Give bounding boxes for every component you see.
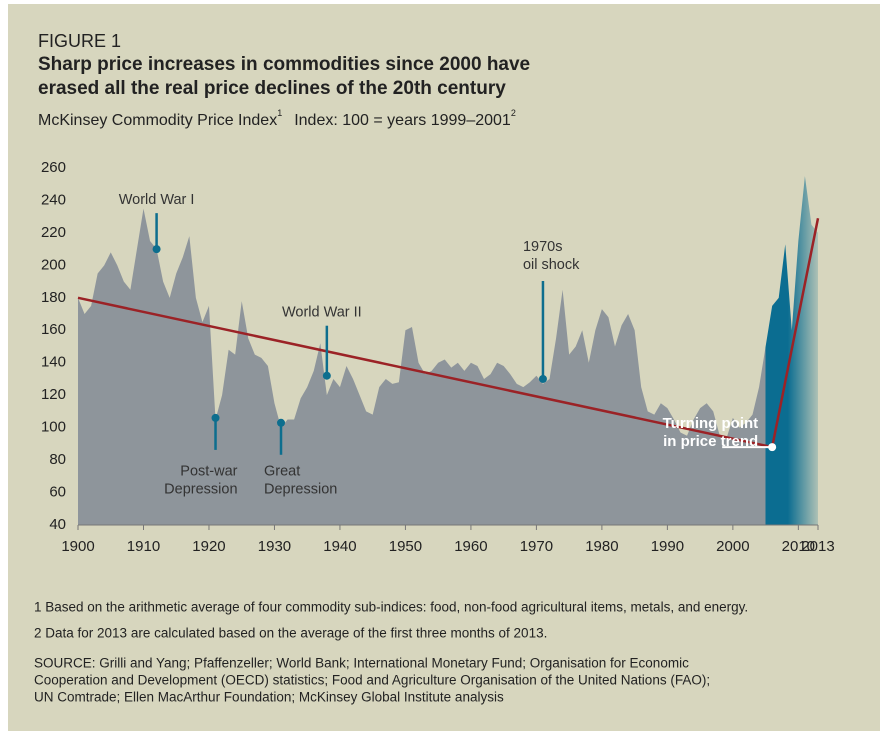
area bbox=[78, 176, 818, 525]
annotation-point bbox=[768, 443, 777, 452]
title-line: Sharp price increases in commodities sin… bbox=[38, 54, 530, 75]
footnote: 2 Data for 2013 are calculated based on … bbox=[34, 626, 547, 641]
annotation-label: World War II bbox=[282, 305, 362, 321]
annotation-point bbox=[152, 245, 161, 254]
annotation-label: 1970s bbox=[523, 239, 563, 255]
subtitle: McKinsey Commodity Price Index1 Index: 10… bbox=[38, 108, 516, 129]
x-tick-label: 1950 bbox=[389, 538, 422, 555]
y-tick-label: 220 bbox=[41, 224, 66, 241]
x-tick-label: 1970 bbox=[520, 538, 553, 555]
subtitle-part: McKinsey Commodity Price Index bbox=[38, 112, 277, 129]
source-line: UN Comtrade; Ellen MacArthur Foundation;… bbox=[34, 690, 504, 705]
x-tick-label: 1930 bbox=[258, 538, 291, 555]
x-tick-label: 2013 bbox=[801, 538, 834, 555]
annotation-point bbox=[277, 418, 286, 427]
annotation-label: Turning point bbox=[663, 415, 759, 432]
y-tick-label: 100 bbox=[41, 419, 66, 436]
y-tick-label: 40 bbox=[49, 516, 66, 533]
y-tick-label: 180 bbox=[41, 289, 66, 306]
x-tick-label: 1960 bbox=[454, 538, 487, 555]
footnote: 1 Based on the arithmetic average of fou… bbox=[34, 600, 748, 615]
x-tick-label: 2010 bbox=[782, 538, 815, 555]
y-tick-label: 260 bbox=[41, 159, 66, 176]
source-line: SOURCE: Grilli and Yang; Pfaffenzeller; … bbox=[34, 656, 689, 671]
x-tick-label: 1920 bbox=[192, 538, 225, 555]
y-tick-label: 120 bbox=[41, 386, 66, 403]
annotation-label: World War I bbox=[119, 192, 195, 208]
superscript: 2 bbox=[511, 108, 516, 118]
subtitle-part: Index: 100 = years 1999–2001 bbox=[294, 112, 511, 129]
y-tick-label: 240 bbox=[41, 191, 66, 208]
annotation-label: Great bbox=[264, 464, 300, 480]
annotation-label: Post-war bbox=[180, 464, 237, 480]
title-line: erased all the real price declines of th… bbox=[38, 78, 506, 99]
y-tick-label: 140 bbox=[41, 354, 66, 371]
annotation-point bbox=[538, 374, 547, 383]
annotation-label: oil shock bbox=[523, 257, 580, 273]
figure-label: FIGURE 1 bbox=[38, 31, 121, 51]
superscript: 1 bbox=[277, 108, 282, 118]
x-tick-label: 1990 bbox=[651, 538, 684, 555]
x-tick-label: 1940 bbox=[323, 538, 356, 555]
annotation-label: in price trend bbox=[663, 433, 758, 450]
y-tick-label: 200 bbox=[41, 256, 66, 273]
source-line: Cooperation and Development (OECD) stati… bbox=[34, 673, 710, 688]
annotation-label: Depression bbox=[264, 482, 337, 498]
y-tick-label: 160 bbox=[41, 321, 66, 338]
x-tick-label: 1900 bbox=[61, 538, 94, 555]
y-tick-label: 60 bbox=[49, 484, 66, 501]
annotation-point bbox=[211, 413, 220, 422]
annotation-point bbox=[322, 371, 331, 380]
x-tick-label: 1910 bbox=[127, 538, 160, 555]
annotation-label: Depression bbox=[164, 482, 237, 498]
y-tick-label: 80 bbox=[49, 451, 66, 468]
x-tick-label: 2000 bbox=[716, 538, 749, 555]
x-tick-label: 1980 bbox=[585, 538, 618, 555]
